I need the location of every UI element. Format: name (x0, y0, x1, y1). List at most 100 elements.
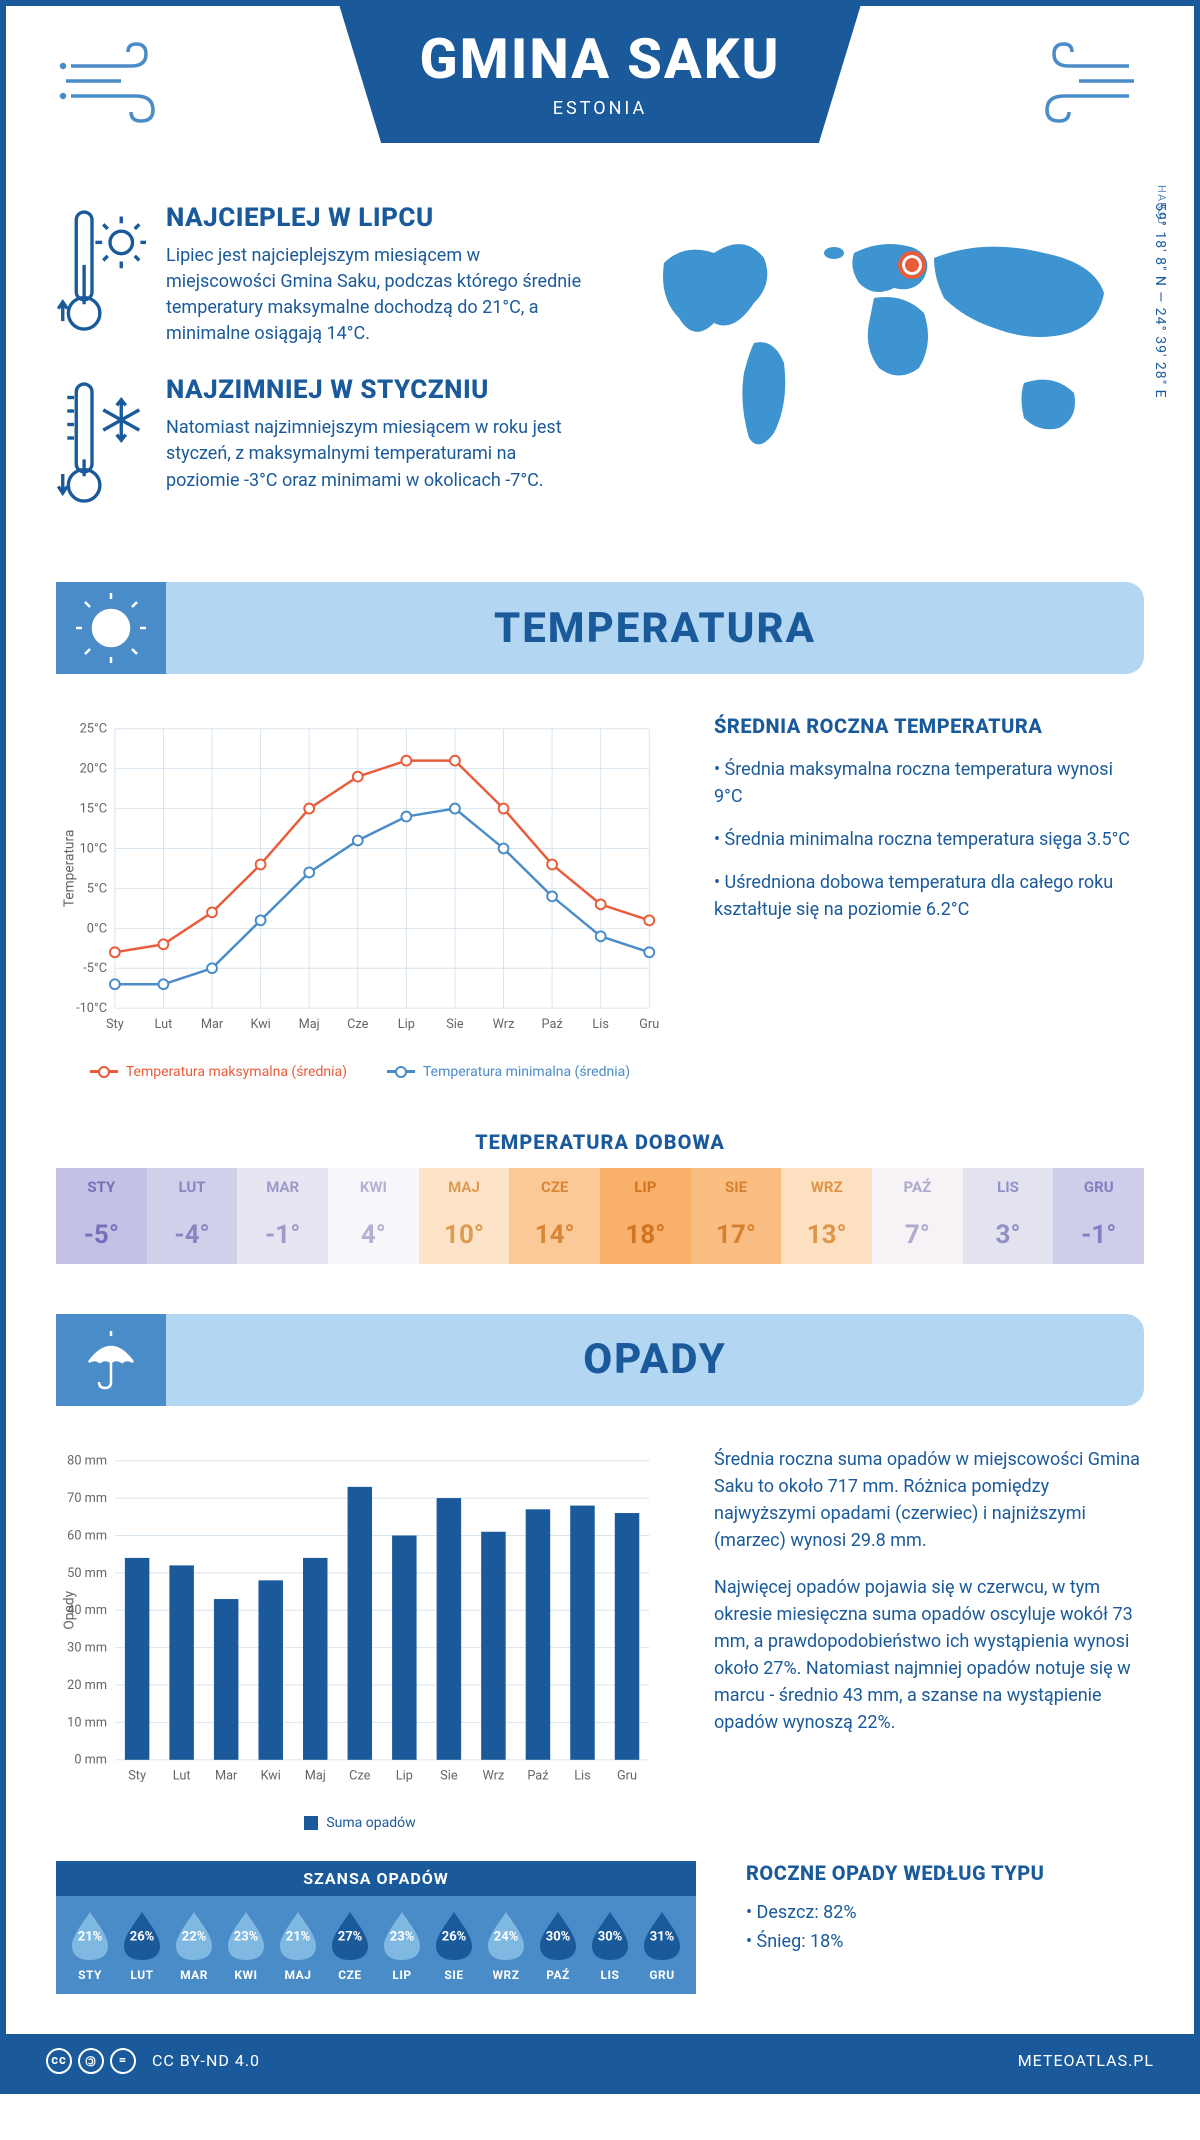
svg-text:Lut: Lut (155, 1017, 173, 1032)
svg-text:Maj: Maj (305, 1768, 326, 1783)
svg-text:Paź: Paź (542, 1017, 563, 1032)
precip-chance-title: SZANSA OPADÓW (56, 1861, 696, 1896)
daily-temp-cell: GRU-1° (1053, 1168, 1144, 1264)
precip-chance-drop: 21%STY (64, 1910, 116, 1982)
wind-icon-left (46, 26, 196, 136)
precip-chance-drop: 26%LUT (116, 1910, 168, 1982)
svg-text:Kwi: Kwi (250, 1017, 270, 1032)
daily-temp-cell: CZE14° (509, 1168, 600, 1264)
precipitation-title: OPADY (166, 1335, 1144, 1384)
svg-text:30 mm: 30 mm (67, 1640, 107, 1655)
hot-month-title: NAJCIEPLEJ W LIPCU (166, 203, 584, 233)
precipitation-section-header: OPADY (56, 1314, 1144, 1406)
svg-text:Sty: Sty (106, 1017, 124, 1032)
coordinates: 59° 18' 8" N — 24° 39' 28" E (1152, 203, 1168, 399)
sun-icon (56, 582, 166, 674)
page-title: GMINA SAKU (419, 26, 780, 92)
svg-text:Cze: Cze (347, 1017, 369, 1032)
svg-text:70 mm: 70 mm (67, 1491, 107, 1506)
precipitation-chart: 0 mm10 mm20 mm30 mm40 mm50 mm60 mm70 mm8… (56, 1446, 664, 1831)
precip-text-1: Średnia roczna suma opadów w miejscowośc… (714, 1446, 1144, 1554)
svg-text:Temperatura: Temperatura (62, 830, 78, 908)
temperature-chart: -10°C -5°C 0°C 5°C 10°C 15°C 20°C 25°C Sty Lut Mar… (56, 714, 664, 1079)
daily-temp-cell: LIS3° (963, 1168, 1054, 1264)
svg-text:5°C: 5°C (87, 882, 107, 897)
legend-precip: Suma opadów (326, 1815, 415, 1831)
svg-text:Sie: Sie (440, 1768, 458, 1783)
world-map: HARJU 59° 18' 8" N — 24° 39' 28" E (624, 203, 1144, 542)
svg-text:Gru: Gru (639, 1017, 659, 1032)
temperature-title: TEMPERATURA (166, 604, 1144, 653)
thermometer-cold-icon (56, 375, 146, 514)
header: GMINA SAKU ESTONIA (6, 6, 1194, 173)
daily-temp-cell: WRZ13° (781, 1168, 872, 1264)
svg-text:Mar: Mar (215, 1768, 238, 1783)
daily-temp-cell: LUT-4° (147, 1168, 238, 1264)
wind-icon-right (1004, 26, 1154, 136)
svg-text:Mar: Mar (201, 1017, 224, 1032)
svg-text:Lip: Lip (398, 1017, 415, 1032)
precip-type-item: • Deszcz: 82% (746, 1899, 1144, 1928)
daily-temp-cell: STY-5° (56, 1168, 147, 1264)
svg-text:10°C: 10°C (80, 842, 107, 857)
precip-type-title: ROCZNE OPADY WEDŁUG TYPU (746, 1861, 1144, 1885)
svg-text:0 mm: 0 mm (74, 1753, 107, 1768)
precip-chance-drop: 27%CZE (324, 1910, 376, 1982)
svg-text:Lip: Lip (396, 1768, 413, 1783)
daily-temp-table: STY-5°LUT-4°MAR-1°KWI4°MAJ10°CZE14°LIP18… (56, 1168, 1144, 1264)
temperature-section-header: TEMPERATURA (56, 582, 1144, 674)
svg-text:Gru: Gru (617, 1768, 637, 1783)
precip-chance-drop: 26%SIE (428, 1910, 480, 1982)
svg-text:Lut: Lut (173, 1768, 191, 1783)
daily-temp-title: TEMPERATURA DOBOWA (6, 1130, 1194, 1154)
svg-text:Kwi: Kwi (261, 1768, 281, 1783)
svg-text:20°C: 20°C (80, 762, 107, 777)
precip-chance-drop: 23%LIP (376, 1910, 428, 1982)
intro-section: NAJCIEPLEJ W LIPCU Lipiec jest najcieple… (6, 173, 1194, 582)
svg-text:Cze: Cze (349, 1768, 371, 1783)
svg-text:Wrz: Wrz (483, 1768, 505, 1783)
site-name: METEOATLAS.PL (1018, 2051, 1154, 2070)
precip-chance-drop: 30%LIS (584, 1910, 636, 1982)
license-icons: cc🄯= CC BY-ND 4.0 (46, 2048, 260, 2074)
precip-type-item: • Śnieg: 18% (746, 1928, 1144, 1957)
precip-chance-panel: SZANSA OPADÓW 21%STY26%LUT22%MAR23%KWI21… (56, 1861, 696, 1994)
svg-text:Paź: Paź (527, 1768, 548, 1783)
legend-min: Temperatura minimalna (średnia) (423, 1064, 630, 1080)
svg-text:80 mm: 80 mm (67, 1453, 107, 1468)
footer: cc🄯= CC BY-ND 4.0 METEOATLAS.PL (6, 2034, 1194, 2088)
daily-temp-cell: MAR-1° (237, 1168, 328, 1264)
precip-chance-drop: 30%PAŹ (532, 1910, 584, 1982)
svg-text:Sty: Sty (128, 1768, 146, 1783)
precip-chance-drop: 21%MAJ (272, 1910, 324, 1982)
daily-temp-cell: KWI4° (328, 1168, 419, 1264)
precip-text-2: Najwięcej opadów pojawia się w czerwcu, … (714, 1574, 1144, 1736)
svg-text:Lis: Lis (592, 1017, 609, 1032)
daily-temp-cell: PAŹ7° (872, 1168, 963, 1264)
umbrella-icon (56, 1314, 166, 1406)
daily-temp-cell: MAJ10° (419, 1168, 510, 1264)
daily-temp-cell: LIP18° (600, 1168, 691, 1264)
svg-text:-10°C: -10°C (76, 1001, 107, 1016)
svg-text:15°C: 15°C (80, 802, 107, 817)
svg-text:0°C: 0°C (87, 922, 107, 937)
svg-text:Wrz: Wrz (493, 1017, 515, 1032)
svg-text:-5°C: -5°C (83, 962, 107, 977)
precip-chance-drop: 24%WRZ (480, 1910, 532, 1982)
annual-temp-title: ŚREDNIA ROCZNA TEMPERATURA (714, 714, 1144, 738)
annual-temp-item: • Uśredniona dobowa temperatura dla całe… (714, 869, 1144, 923)
legend-max: Temperatura maksymalna (średnia) (126, 1064, 347, 1080)
hot-month-text: Lipiec jest najcieplejszym miesiącem w m… (166, 243, 584, 347)
cold-month-title: NAJZIMNIEJ W STYCZNIU (166, 375, 584, 405)
daily-temp-cell: SIE17° (691, 1168, 782, 1264)
annual-temp-item: • Średnia minimalna roczna temperatura s… (714, 826, 1144, 853)
svg-text:60 mm: 60 mm (67, 1528, 107, 1543)
page-subtitle: ESTONIA (419, 98, 780, 119)
annual-temp-item: • Średnia maksymalna roczna temperatura … (714, 756, 1144, 810)
precip-chance-drop: 22%MAR (168, 1910, 220, 1982)
precip-chance-drop: 23%KWI (220, 1910, 272, 1982)
svg-text:Opady: Opady (62, 1590, 78, 1629)
svg-text:10 mm: 10 mm (67, 1715, 107, 1730)
svg-text:Sie: Sie (446, 1017, 464, 1032)
svg-text:25°C: 25°C (80, 722, 107, 737)
